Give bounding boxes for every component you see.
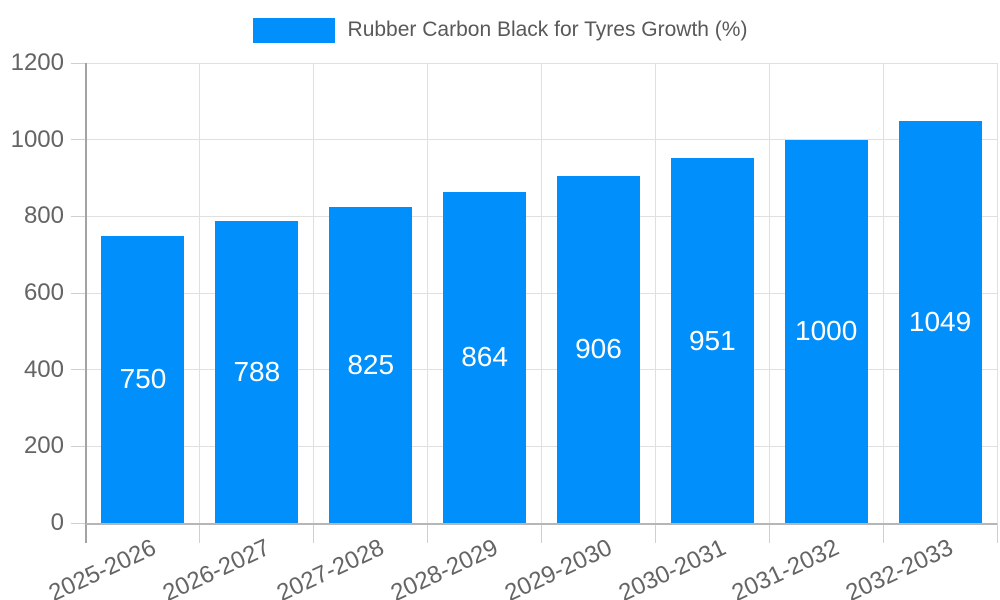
y-axis-label: 1200 <box>10 49 64 76</box>
x-gridline <box>427 63 429 523</box>
bar-2027-2028[interactable] <box>329 206 413 523</box>
y-axis-label: 0 <box>50 509 64 536</box>
y-axis-tick <box>71 62 86 64</box>
y-axis-tick <box>71 292 86 294</box>
bar-2032-2033[interactable] <box>898 120 982 523</box>
y-axis-label: 600 <box>23 279 64 306</box>
x-axis-tick <box>313 523 315 543</box>
y-axis-line <box>85 63 87 543</box>
x-axis-label: 2032-2033 <box>842 534 958 600</box>
x-axis-tick <box>427 523 429 543</box>
x-gridline <box>313 63 315 523</box>
bar-2030-2031[interactable] <box>670 158 754 523</box>
x-axis-tick <box>996 523 998 543</box>
x-axis-tick <box>199 523 201 543</box>
legend-swatch[interactable] <box>252 17 335 43</box>
y-axis-label: 400 <box>23 355 64 383</box>
y-axis-label: 800 <box>23 202 64 230</box>
x-gridline <box>541 63 542 523</box>
bar-2031-2032[interactable] <box>784 139 868 523</box>
x-axis-tick <box>768 523 770 543</box>
bar-2025-2026[interactable] <box>101 235 185 523</box>
bar-2026-2027[interactable] <box>215 220 299 523</box>
x-axis-tick <box>882 523 884 543</box>
x-gridline <box>882 63 884 523</box>
y-axis-tick <box>71 522 86 524</box>
bar-value-label: 906 <box>575 333 622 365</box>
x-axis-tick <box>541 523 542 543</box>
x-axis-label: 2030-2031 <box>614 534 730 600</box>
bar-2029-2030[interactable] <box>556 175 640 523</box>
x-axis-label: 2031-2032 <box>728 534 844 600</box>
y-axis-label: 200 <box>23 432 64 460</box>
y-axis-tick <box>71 369 86 371</box>
chart-legend: Rubber Carbon Black for Tyres Growth (%) <box>0 16 1000 44</box>
x-axis-line <box>86 523 997 525</box>
bar-value-label: 825 <box>347 348 395 380</box>
y-axis-tick <box>71 445 86 447</box>
y-axis-label: 1000 <box>10 125 64 153</box>
x-axis-label: 2028-2029 <box>386 534 502 600</box>
x-gridline <box>996 63 998 523</box>
x-axis-label: 2029-2030 <box>500 534 616 600</box>
x-axis-tick <box>654 523 656 543</box>
bar-value-label: 750 <box>119 363 167 395</box>
y-axis-tick <box>71 139 86 141</box>
x-axis-label: 2025-2026 <box>44 534 161 600</box>
bar-value-label: 1049 <box>908 305 972 337</box>
x-gridline <box>199 63 201 523</box>
bar-value-label: 1000 <box>795 315 858 347</box>
x-gridline <box>654 63 656 523</box>
x-gridline <box>768 63 770 523</box>
bar-value-label: 864 <box>461 341 508 373</box>
bar-2028-2029[interactable] <box>443 191 527 523</box>
x-axis-label: 2027-2028 <box>272 534 389 600</box>
y-axis-tick <box>71 215 86 217</box>
bar-value-label: 951 <box>688 324 736 356</box>
legend-label[interactable]: Rubber Carbon Black for Tyres Growth (%) <box>347 18 748 41</box>
bar-value-label: 788 <box>233 355 281 387</box>
x-axis-label: 2026-2027 <box>158 534 275 600</box>
